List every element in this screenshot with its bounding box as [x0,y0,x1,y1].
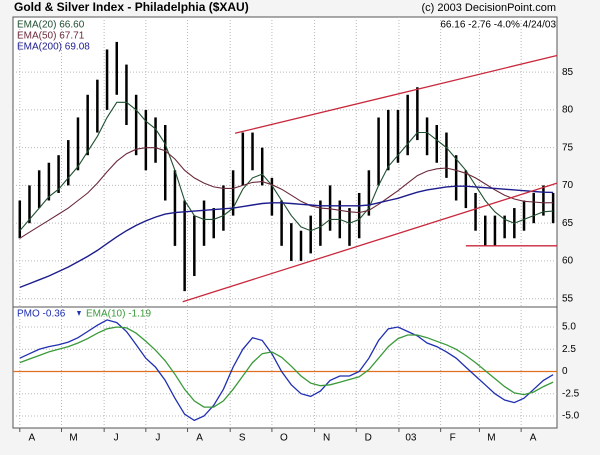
x-tick-label: F [450,433,456,444]
credit: (c) 2003 DecisionPoint.com [421,2,556,14]
legend-entry: EMA(10) -1.19 [86,309,151,320]
x-tick-label: M [487,433,495,444]
x-tick-label: J [114,433,119,444]
price-panel [12,16,558,308]
y-tick-label: 5.0 [562,322,576,333]
y-tick-label: -5.0 [562,411,580,422]
y-tick-label: 75 [562,142,574,153]
x-tick-label: N [323,433,330,444]
x-tick-label: O [280,433,288,444]
x-tick-label: A [196,433,203,444]
x-tick-label: 03 [405,433,417,444]
x-tick-label: M [69,433,77,444]
series-line [19,101,554,232]
legend-entry: PMO -0.36 [17,309,66,320]
trend-line [182,182,558,303]
y-tick-label: 60 [562,256,574,267]
y-tick-label: 80 [562,105,574,116]
y-tick-label: 70 [562,180,574,191]
x-tick-label: S [239,433,246,444]
series-line [19,147,554,239]
trend-line [234,54,558,134]
quote: 66.16 -2.76 -4.0% 4/24/03 [440,20,556,31]
series-line [19,326,554,408]
x-tick-label: A [530,433,537,444]
down-arrow [77,311,81,316]
y-tick-label: 65 [562,218,574,229]
y-tick-label: 0 [562,366,568,377]
y-tick-label: 2.5 [562,344,576,355]
legend-entry: EMA(50) 67.71 [17,31,85,42]
chart-title: Gold & Silver Index - Philadelphia ($XAU… [14,0,249,14]
legend-entry: EMA(200) 69.08 [17,42,90,53]
y-tick-label: -2.5 [562,388,580,399]
legend-entry: EMA(20) 66.60 [17,20,85,31]
x-tick-label: J [155,433,160,444]
y-tick-label: 85 [562,67,574,78]
series-line [19,185,554,289]
pmo-panel [12,306,558,429]
x-tick-label: D [365,433,372,444]
x-tick-label: A [28,433,35,444]
y-tick-label: 55 [562,293,574,304]
series-line [19,319,554,422]
